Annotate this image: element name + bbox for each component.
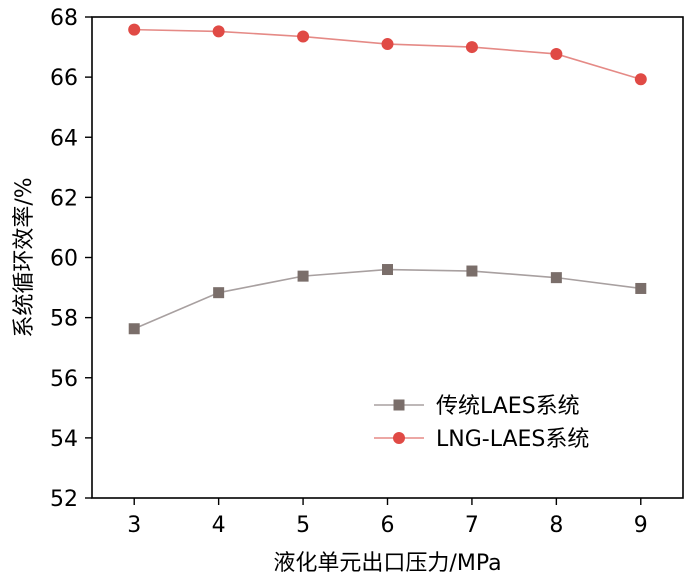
y-tick-label: 60 xyxy=(50,247,78,272)
x-tick-label: 4 xyxy=(212,513,226,538)
data-point-circle xyxy=(297,30,310,43)
y-tick-label: 54 xyxy=(50,427,78,452)
data-point-circle xyxy=(634,73,647,86)
y-tick-label: 64 xyxy=(50,126,78,151)
y-tick-label: 58 xyxy=(50,307,78,332)
x-tick-label: 9 xyxy=(634,513,648,538)
data-point-circle xyxy=(381,38,394,51)
data-point-square xyxy=(128,323,140,335)
legend: 传统LAES系统 LNG-LAES系统 xyxy=(374,394,589,452)
data-point-circle xyxy=(128,23,141,36)
data-point-square xyxy=(213,287,225,299)
x-axis-title: 液化单元出口压力/MPa xyxy=(273,551,501,576)
plot-frame-group xyxy=(91,16,684,499)
y-tick-label: 56 xyxy=(50,367,78,392)
y-tick-label: 62 xyxy=(50,186,78,211)
y-tick-label: 52 xyxy=(50,487,78,512)
legend-marker-square xyxy=(393,399,405,411)
legend-item-traditional: 传统LAES系统 xyxy=(374,394,580,419)
series-line-1 xyxy=(134,28,642,80)
data-point-square xyxy=(550,272,562,284)
x-tick-label: 3 xyxy=(127,513,141,538)
data-point-square xyxy=(466,265,478,277)
legend-label-lng: LNG-LAES系统 xyxy=(436,427,589,452)
x-tick-label: 7 xyxy=(465,513,479,538)
legend-label-traditional: 传统LAES系统 xyxy=(436,394,580,419)
data-point-square xyxy=(297,270,309,282)
data-point-circle xyxy=(550,47,563,60)
series-line-0 xyxy=(133,268,641,330)
data-point-square xyxy=(635,282,647,294)
data-point-square xyxy=(382,264,393,276)
y-axis-title: 系统循环效率/% xyxy=(12,177,37,337)
x-tick-label: 8 xyxy=(549,513,563,538)
x-tick-label: 6 xyxy=(381,513,395,538)
y-tick-label: 66 xyxy=(50,66,78,91)
series-layer xyxy=(128,23,647,335)
legend-item-lng: LNG-LAES系统 xyxy=(374,427,589,452)
y-tick-label: 68 xyxy=(50,6,78,31)
x-tick-label: 5 xyxy=(296,513,310,538)
legend-marker-circle xyxy=(393,432,405,444)
data-point-circle xyxy=(212,25,225,38)
plot-frame xyxy=(91,16,684,499)
data-point-circle xyxy=(465,41,478,54)
